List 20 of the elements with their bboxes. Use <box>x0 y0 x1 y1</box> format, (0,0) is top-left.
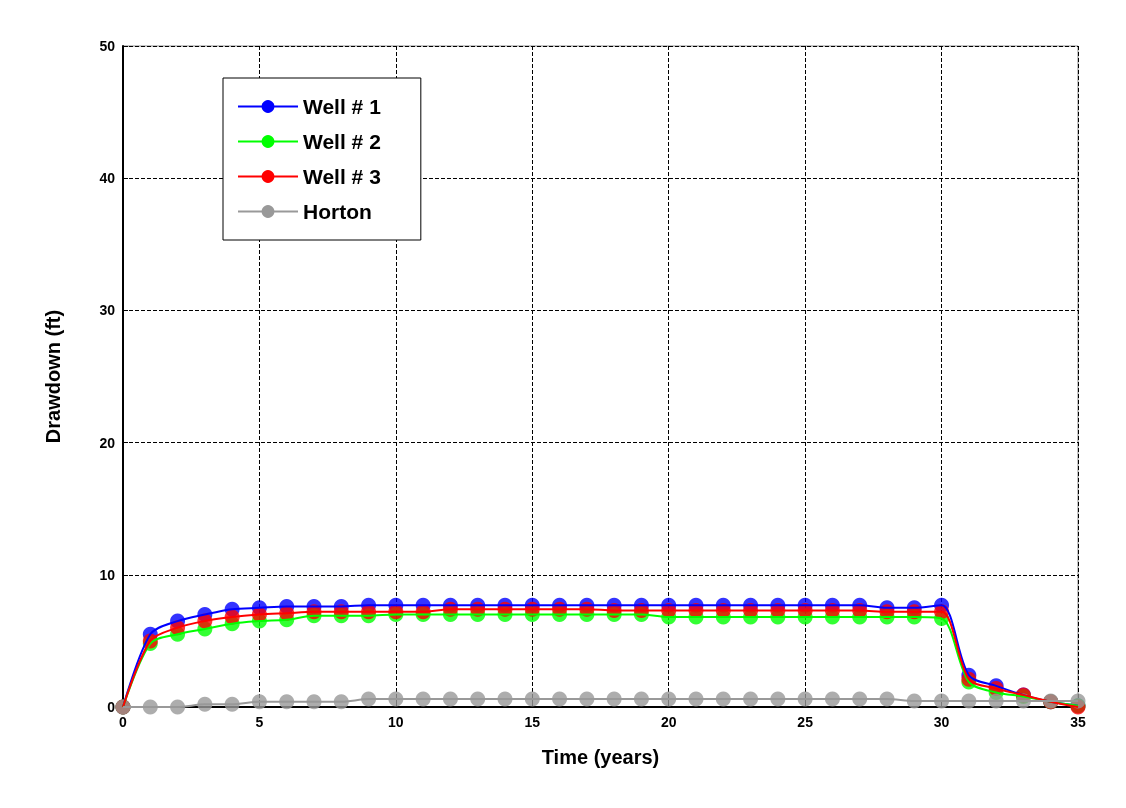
y-tick-label: 50 <box>99 38 116 54</box>
x-tick-label: 0 <box>119 714 128 730</box>
y-tick-label: 10 <box>99 566 116 583</box>
y-tick-label: 40 <box>99 170 116 187</box>
x-axis-title: Time (years) <box>541 746 660 768</box>
x-tick-label: 10 <box>388 714 404 730</box>
legend-label: Well # 2 <box>303 130 381 153</box>
x-tick-label: 20 <box>660 714 677 730</box>
legend-label: Well # 1 <box>303 95 382 118</box>
x-tick-label: 30 <box>933 714 950 730</box>
legend-label: Well # 3 <box>303 165 381 188</box>
y-tick-label: 0 <box>107 699 116 715</box>
y-tick-label: 20 <box>99 434 116 451</box>
y-tick-label: 30 <box>99 302 116 319</box>
x-tick-label: 25 <box>797 714 814 730</box>
x-tick-label: 35 <box>1070 714 1086 730</box>
legend-label: Horton <box>303 200 372 223</box>
x-tick-label: 15 <box>524 714 541 730</box>
x-tick-label: 5 <box>255 714 264 730</box>
y-axis-title: Drawdown (ft) <box>42 309 64 444</box>
